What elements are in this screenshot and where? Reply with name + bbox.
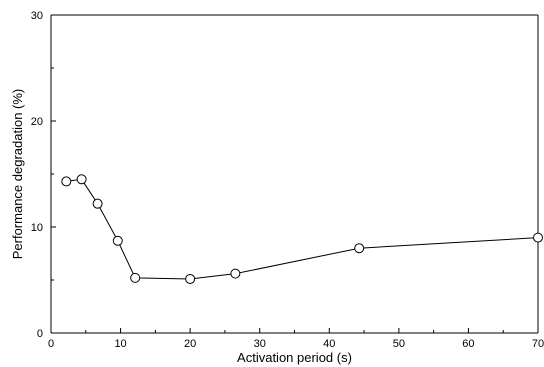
y-tick-label: 0 [37, 328, 43, 340]
y-tick-label: 30 [31, 10, 43, 22]
x-tick-label: 20 [184, 338, 196, 350]
data-point [61, 176, 72, 187]
x-tick-label: 50 [393, 338, 405, 350]
series-line [66, 178, 539, 280]
data-point [130, 272, 141, 283]
x-tick-label: 70 [532, 338, 544, 350]
data-point [354, 243, 365, 254]
x-axis-ticks: 0 10 20 30 40 50 60 70 [48, 328, 544, 350]
data-point [76, 174, 87, 185]
y-axis-label: Performance degradation (%) [10, 89, 25, 260]
plot-frame [50, 14, 539, 334]
y-axis-ticks: 0 10 20 30 [31, 10, 56, 340]
y-tick-label: 20 [31, 116, 43, 128]
data-series [61, 174, 543, 284]
x-tick-label: 10 [114, 338, 126, 350]
x-tick-label: 60 [462, 338, 474, 350]
x-tick-label: 40 [323, 338, 335, 350]
x-axis-label: Activation period (s) [237, 350, 352, 365]
data-point [533, 232, 543, 243]
data-point [112, 235, 123, 246]
data-point [92, 198, 103, 209]
data-point [185, 273, 196, 284]
y-tick-label: 10 [31, 222, 43, 234]
data-point [230, 268, 241, 279]
x-tick-label: 0 [48, 338, 54, 350]
x-tick-label: 30 [254, 338, 266, 350]
